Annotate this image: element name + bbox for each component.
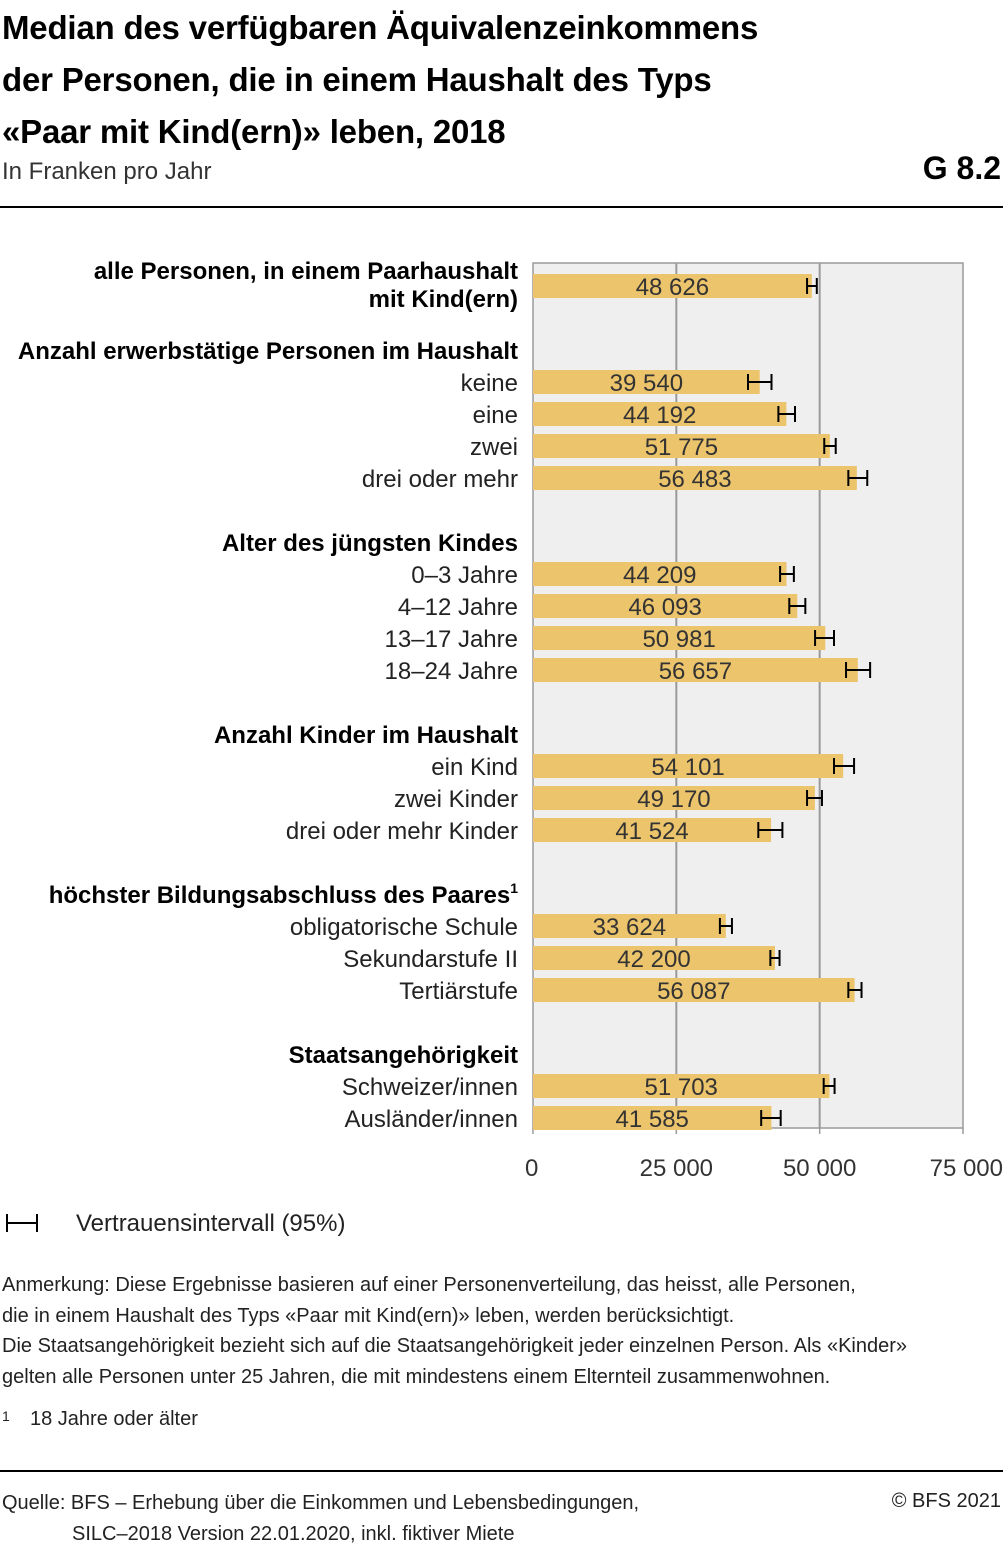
footnote-ref: 1 (510, 880, 518, 896)
title-line: Median des verfügbaren Äquivalenzeinkomm… (2, 9, 759, 46)
bar (533, 562, 787, 586)
category-label: drei oder mehr Kinder (286, 818, 518, 845)
data-label: 33 624 (593, 914, 666, 941)
group-header: Anzahl Kinder im Haushalt (214, 722, 518, 749)
title-line: der Personen, die in einem Haushalt des … (2, 61, 712, 98)
category-label: alle Personen, in einem Paarhaushalt (94, 258, 518, 285)
category-label: eine (473, 402, 518, 429)
footer-divider (0, 1470, 1003, 1472)
bar (533, 434, 830, 458)
note-line: die in einem Haushalt des Typs «Paar mit… (2, 1304, 735, 1327)
bar (533, 658, 858, 682)
confidence-interval-icon (4, 1208, 40, 1238)
group-header: Staatsangehörigkeit (289, 1042, 518, 1069)
graph-number: G 8.2 (922, 150, 1001, 186)
category-label: zwei (470, 434, 518, 461)
data-label: 50 981 (642, 626, 715, 653)
group-header: Alter des jüngsten Kindes (222, 530, 518, 557)
category-label: 4–12 Jahre (398, 594, 518, 621)
category-label: Tertiärstufe (399, 978, 518, 1005)
copyright: © BFS 2021 (891, 1490, 1001, 1512)
footnote-mark: 1 (2, 1408, 10, 1424)
bar (533, 1106, 772, 1130)
bar (533, 786, 815, 810)
group-header: Anzahl erwerbstätige Personen im Haushal… (18, 338, 518, 365)
footnote-text: 18 Jahre oder älter (30, 1408, 198, 1430)
data-label: 56 657 (659, 658, 732, 685)
bar (533, 914, 726, 938)
data-label: 42 200 (617, 946, 690, 973)
data-label: 48 626 (636, 274, 709, 301)
bar (533, 626, 826, 650)
bar (533, 370, 760, 394)
bar (533, 754, 844, 778)
bar (533, 594, 798, 618)
data-label: 56 483 (658, 466, 731, 493)
note-line: gelten alle Personen unter 25 Jahren, di… (2, 1365, 831, 1388)
bar (533, 978, 855, 1002)
category-label: 13–17 Jahre (385, 626, 518, 653)
bar (533, 402, 787, 426)
chart-subtitle: In Franken pro Jahr (2, 158, 212, 185)
category-label: zwei Kinder (394, 786, 518, 813)
header-divider (0, 206, 1003, 208)
category-label: obligatorische Schule (290, 914, 518, 941)
data-label: 51 775 (645, 434, 718, 461)
bar (533, 1074, 830, 1098)
category-label: mit Kind(ern) (369, 286, 518, 313)
x-tick-label: 50 000 (783, 1155, 856, 1182)
source: Quelle: BFS – Erhebung über die Einkomme… (2, 1488, 639, 1550)
data-label: 46 093 (628, 594, 701, 621)
data-label: 41 585 (616, 1106, 689, 1133)
x-tick-label: 25 000 (640, 1155, 713, 1182)
bar (533, 274, 812, 298)
bar (533, 946, 775, 970)
chart-title: Median des verfügbaren Äquivalenzeinkomm… (2, 2, 902, 158)
category-label: Sekundarstufe II (343, 946, 518, 973)
bar (533, 818, 772, 842)
category-label: Schweizer/innen (342, 1074, 518, 1101)
category-label: ein Kind (431, 754, 518, 781)
bar-chart: 0 25 000 50 000 75 000 alle Personen, in ein… (18, 258, 1003, 1182)
category-label: Ausländer/innen (345, 1106, 518, 1133)
source-line: SILC–2018 Version 22.01.2020, inkl. fikt… (72, 1523, 515, 1545)
data-label: 54 101 (651, 754, 724, 781)
data-label: 51 703 (645, 1074, 718, 1101)
legend-ci-label: Vertrauensintervall (95%) (76, 1210, 346, 1237)
x-tick-label: 75 000 (930, 1155, 1003, 1182)
data-label: 49 170 (637, 786, 710, 813)
data-label: 44 192 (623, 402, 696, 429)
title-line: «Paar mit Kind(ern)» leben, 2018 (2, 113, 506, 150)
category-label: 18–24 Jahre (385, 658, 518, 685)
note-line: Die Staatsangehörigkeit bezieht sich auf… (2, 1335, 908, 1357)
data-label: 39 540 (610, 370, 683, 397)
group-header: höchster Bildungsabschluss des Paares1 (49, 880, 519, 909)
category-label: keine (461, 370, 518, 397)
category-label: drei oder mehr (362, 466, 518, 493)
data-label: 41 524 (615, 818, 688, 845)
bar (533, 466, 857, 490)
source-line: Quelle: BFS – Erhebung über die Einkomme… (2, 1492, 640, 1514)
x-tick-label: 0 (525, 1155, 538, 1182)
data-label: 56 087 (657, 978, 730, 1005)
note-line: Anmerkung: Diese Ergebnisse basieren auf… (2, 1274, 856, 1296)
data-label: 44 209 (623, 562, 696, 589)
category-label: 0–3 Jahre (411, 562, 518, 589)
note: Anmerkung: Diese Ergebnisse basieren auf… (2, 1270, 1002, 1392)
